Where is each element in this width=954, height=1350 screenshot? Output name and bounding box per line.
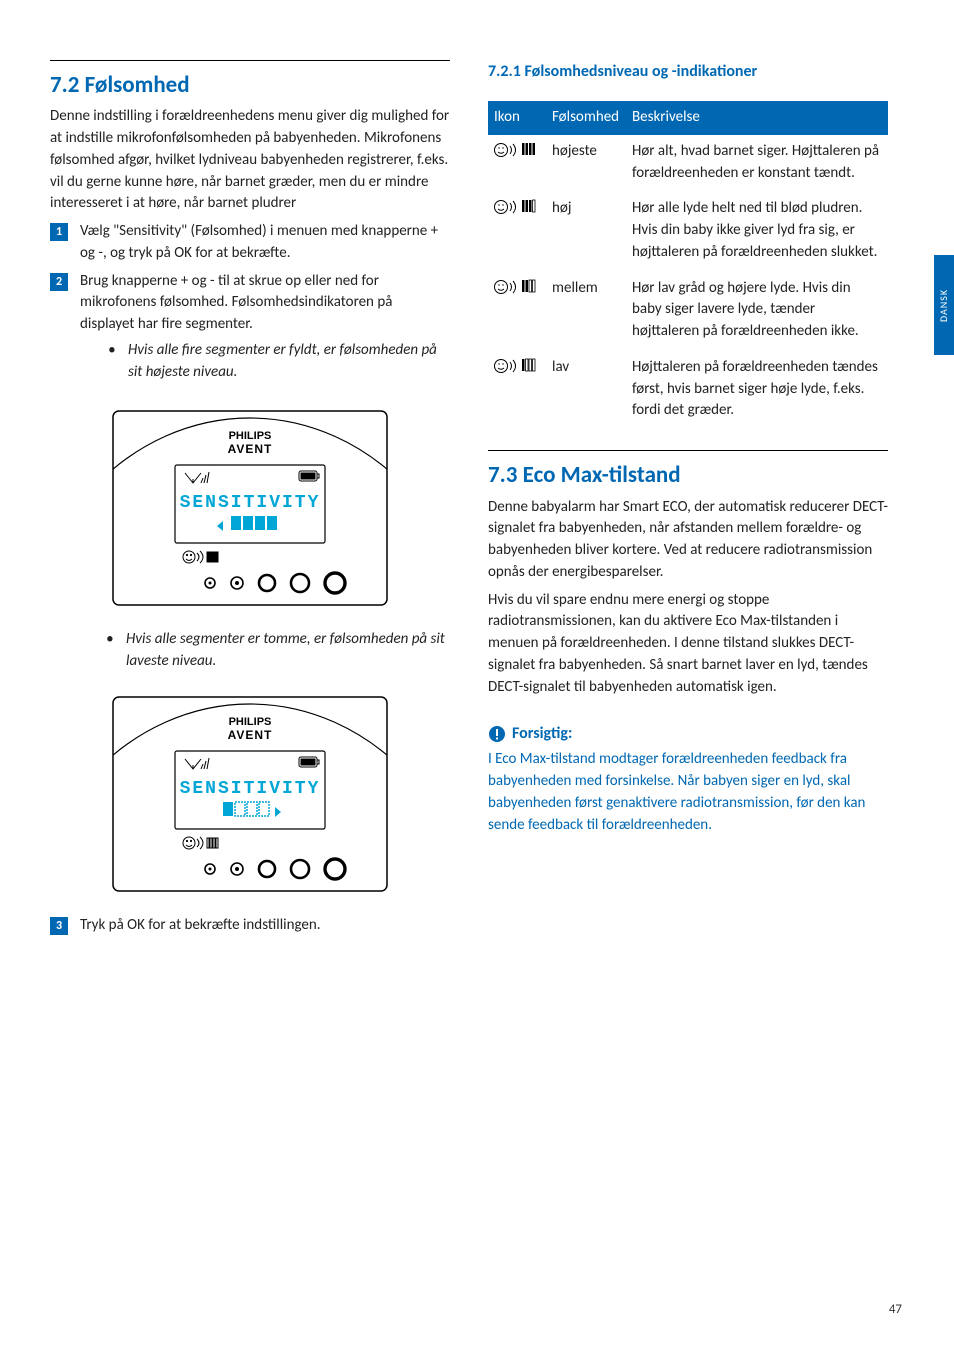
step-2-body: Brug knapperne + og - til at skrue op el… <box>80 271 450 388</box>
section-rule <box>50 60 450 61</box>
step-3-text: Tryk på OK for at bekræfte indstillingen… <box>80 915 450 937</box>
eco-max-p1: Denne babyalarm har Smart ECO, der autom… <box>488 497 888 584</box>
step-number-icon: 1 <box>50 223 68 241</box>
cell-icon <box>488 272 546 351</box>
th-sensitivity: Følsomhed <box>546 101 626 135</box>
brand-sub-text: AVENT <box>228 442 273 456</box>
bullet-highest: Hvis alle fire segmenter er fyldt, er fø… <box>108 340 450 384</box>
table-row: mellem Hør lav gråd og højere lyde. Hvis… <box>488 272 888 351</box>
step-1: 1 Vælg "Sensitivity" (Følsomhed) i menue… <box>50 221 450 265</box>
step-2: 2 Brug knapperne + og - til at skrue op … <box>50 271 450 388</box>
subsection-7-2-1-heading: 7.2.1 Følsomhedsniveau og -indikationer <box>488 60 888 83</box>
page-number: 47 <box>889 1301 902 1320</box>
device-high-sensitivity-figure: PHILIPS AVENT SENSITIVITY <box>105 403 395 613</box>
sensitivity-level-icon <box>494 278 540 296</box>
caution-heading: Forsigtig: <box>488 722 888 745</box>
step-3: 3 Tryk på OK for at bekræfte indstilling… <box>50 915 450 937</box>
sensitivity-level-icon <box>494 141 540 159</box>
steps-list: 1 Vælg "Sensitivity" (Følsomhed) i menue… <box>50 221 450 387</box>
cell-description: Hør lav gråd og højere lyde. Hvis din ba… <box>626 272 888 351</box>
caution-label: Forsigtig: <box>512 722 572 745</box>
sensitivity-level-icon <box>494 357 540 375</box>
sensitivity-table: Ikon Følsomhed Beskrivelse højeste Hør a… <box>488 101 888 430</box>
screen-text: SENSITIVITY <box>180 493 321 513</box>
cell-level: høj <box>546 192 626 271</box>
table-row: højeste Hør alt, hvad barnet siger. Højt… <box>488 135 888 193</box>
sensitivity-level-icon <box>494 198 540 216</box>
section-7-2-intro: Denne indstilling i forældreenhedens men… <box>50 106 450 215</box>
cell-icon <box>488 351 546 430</box>
svg-text:AVENT: AVENT <box>228 728 273 742</box>
brand-text: PHILIPS <box>229 430 272 442</box>
device-low-sensitivity-figure: PHILIPS AVENT SENSITIVITY <box>105 689 395 899</box>
cell-level: lav <box>546 351 626 430</box>
cell-icon <box>488 135 546 193</box>
cell-level: højeste <box>546 135 626 193</box>
section-rule <box>488 450 888 451</box>
svg-text:SENSITIVITY: SENSITIVITY <box>180 779 321 799</box>
table-row: lav Højttaleren på forældreenheden tænde… <box>488 351 888 430</box>
cell-description: Hør alle lyde helt ned til blød pludren.… <box>626 192 888 271</box>
bullet-lowest-wrapper: Hvis alle segmenter er tomme, er følsomh… <box>78 629 450 673</box>
step-number-icon: 2 <box>50 273 68 291</box>
section-7-2-heading: 7.2 Følsomhed <box>50 69 450 102</box>
caution-body: I Eco Max-tilstand modtager forældreenhe… <box>488 749 888 836</box>
step-number-icon: 3 <box>50 917 68 935</box>
cell-description: Hør alt, hvad barnet siger. Højttaleren … <box>626 135 888 193</box>
two-column-layout: 7.2 Følsomhed Denne indstilling i foræld… <box>50 60 904 943</box>
caution-icon <box>488 725 506 743</box>
step-2-text: Brug knapperne + og - til at skrue op el… <box>80 272 392 334</box>
bullet-lowest: Hvis alle segmenter er tomme, er følsomh… <box>106 629 450 673</box>
th-description: Beskrivelse <box>626 101 888 135</box>
right-column: 7.2.1 Følsomhedsniveau og -indikationer … <box>488 60 888 943</box>
step-2-bullets: Hvis alle fire segmenter er fyldt, er fø… <box>80 340 450 384</box>
language-tab: DANSK <box>934 255 954 355</box>
cell-description: Højttaleren på forældreenheden tændes fø… <box>626 351 888 430</box>
table-row: høj Hør alle lyde helt ned til blød plud… <box>488 192 888 271</box>
svg-text:PHILIPS: PHILIPS <box>229 716 272 728</box>
section-7-3-heading: 7.3 Eco Max-tilstand <box>488 459 888 492</box>
left-column: 7.2 Følsomhed Denne indstilling i foræld… <box>50 60 450 943</box>
th-icon: Ikon <box>488 101 546 135</box>
cell-level: mellem <box>546 272 626 351</box>
cell-icon <box>488 192 546 271</box>
steps-list-cont: 3 Tryk på OK for at bekræfte indstilling… <box>50 915 450 937</box>
eco-max-p2: Hvis du vil spare endnu mere energi og s… <box>488 590 888 699</box>
step-1-text: Vælg "Sensitivity" (Følsomhed) i menuen … <box>80 221 450 265</box>
